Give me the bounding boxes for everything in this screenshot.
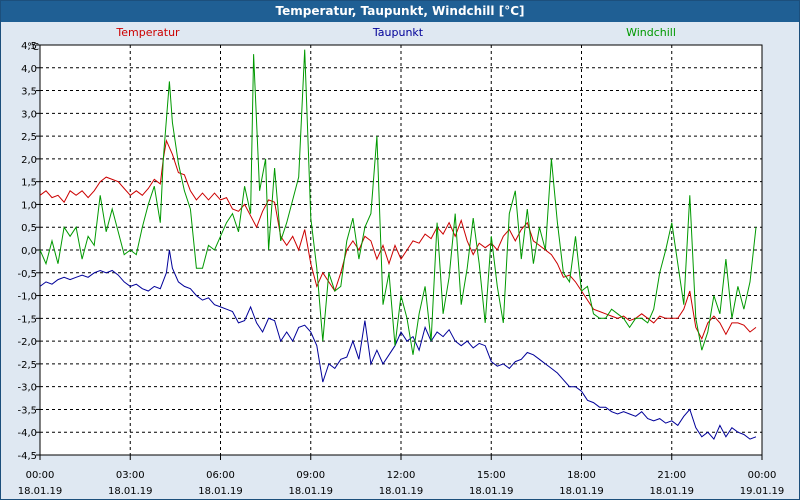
y-tick-label: 1,5	[21, 178, 37, 189]
y-tick-label: 0,0	[21, 246, 37, 257]
y-tick-label: 1,0	[21, 200, 37, 211]
x-tick-date: 18.01.19	[379, 486, 424, 497]
series-line-windchill	[39, 49, 757, 355]
legend-temperatur: Temperatur	[115, 26, 180, 39]
x-axis: 00:00 18.01.19 03:00 18.01.19 06:00 18.01.19 0…	[18, 455, 785, 497]
y-tick-label: -1,5	[17, 314, 37, 325]
y-axis: 4,5 4,0 3,5 3,0 2,5 2,0 1,5 1,0 0,5 0,0 -0,5 -1,0 -1…	[17, 41, 40, 462]
x-tick-date: 18.01.19	[18, 486, 63, 497]
x-tick-date: 18.01.19	[198, 486, 243, 497]
series-lines	[39, 49, 757, 441]
y-tick-label: -3,5	[17, 405, 37, 416]
x-tick-date: 18.01.19	[559, 486, 604, 497]
x-tick-time: 03:00	[116, 470, 145, 481]
legend-taupunkt: Taupunkt	[372, 26, 424, 39]
y-tick-label: -4,5	[17, 451, 37, 462]
x-tick-date: 18.01.19	[288, 486, 333, 497]
y-tick-label: 4,0	[21, 64, 37, 75]
grid-lines	[40, 45, 762, 455]
x-tick-date: 19.01.19	[740, 486, 785, 497]
x-tick-time: 21:00	[657, 470, 686, 481]
y-tick-label: -2,5	[17, 360, 37, 371]
x-tick-time: 18:00	[567, 470, 596, 481]
y-tick-label: 0,5	[21, 223, 37, 234]
x-tick-time: 06:00	[206, 470, 235, 481]
y-tick-label: 2,5	[21, 132, 37, 143]
y-tick-label: 3,5	[21, 87, 37, 98]
x-tick-date: 18.01.19	[649, 486, 694, 497]
y-tick-label: 4,5	[21, 41, 37, 52]
x-tick-time: 15:00	[477, 470, 506, 481]
chart-title: Temperatur, Taupunkt, Windchill [°C]	[1, 1, 799, 22]
y-tick-label: 2,0	[21, 155, 37, 166]
y-tick-label: -0,5	[17, 269, 37, 280]
x-tick-date: 18.01.19	[108, 486, 153, 497]
y-tick-label: -1,0	[17, 292, 37, 303]
y-tick-label: -2,0	[17, 337, 37, 348]
x-tick-time: 00:00	[26, 470, 55, 481]
y-tick-label: -4,0	[17, 428, 37, 439]
y-tick-label: 3,0	[21, 109, 37, 120]
x-tick-date: 18.01.19	[469, 486, 514, 497]
legend: Temperatur Taupunkt Windchill	[115, 26, 676, 39]
x-tick-time: 12:00	[387, 470, 416, 481]
x-tick-time: 00:00	[748, 470, 777, 481]
legend-windchill: Windchill	[626, 26, 676, 39]
x-tick-time: 09:00	[296, 470, 325, 481]
y-axis-unit: °C	[27, 42, 39, 53]
y-tick-label: -3,0	[17, 383, 37, 394]
